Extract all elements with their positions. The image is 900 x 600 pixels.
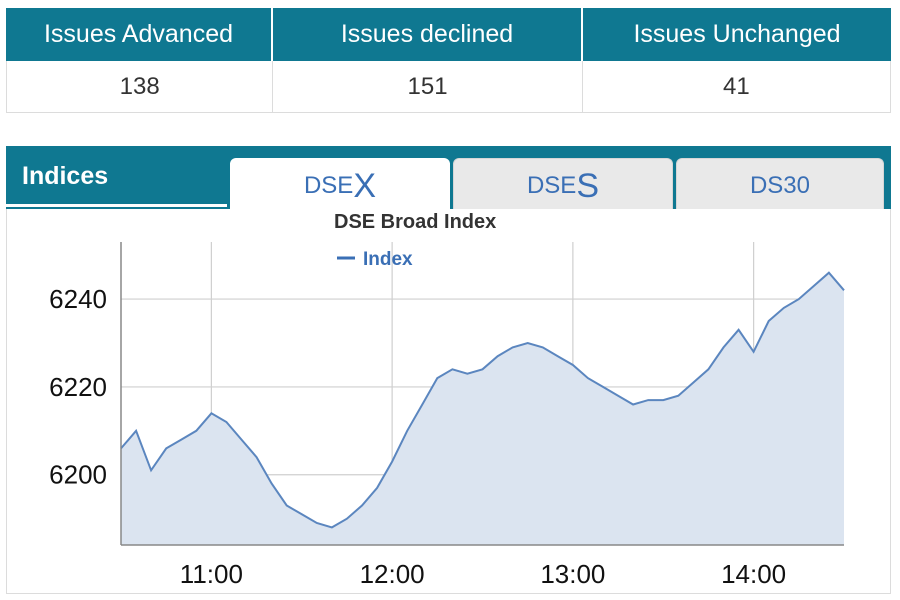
tab-dses-prefix: DSE [526,172,577,199]
tab-ds30[interactable]: DS30 [676,158,884,213]
legend-index-label: Index [363,249,413,270]
tab-dsex[interactable]: DSE X [230,158,450,214]
indices-title-underline [6,204,227,207]
tab-dsex-suffix: X [353,166,377,205]
tab-dsex-prefix: DSE [303,172,354,199]
y-tick-label: 6240 [49,284,107,314]
value-issues-declined: 151 [273,61,583,112]
value-issues-advanced: 138 [7,61,274,112]
tab-dses[interactable]: DSE S [453,158,673,213]
summary-header-row: Issues Advanced Issues declined Issues U… [6,8,891,61]
y-tick-label: 6200 [49,460,107,490]
market-summary-table: Issues Advanced Issues declined Issues U… [6,8,891,113]
index-area-fill [121,272,844,545]
indices-panel: Indices DSE X DSE S DS30 6200 6220 6240 11:00… [6,146,891,594]
header-issues-unchanged: Issues Unchanged [633,20,841,48]
x-tick-label: 12:00 [360,559,425,589]
x-tick-label: 13:00 [540,559,605,589]
chart-axes: 6200 6220 6240 11:00 12:00 13:00 14:00 [49,242,844,589]
summary-value-row: 138 151 41 [6,61,891,113]
index-series-line [120,271,845,529]
chart-container: 6200 6220 6240 11:00 12:00 13:00 14:00 DSE Bro… [6,209,891,594]
indices-title: Indices [22,162,109,190]
x-tick-label: 14:00 [721,559,786,589]
header-issues-advanced: Issues Advanced [6,8,273,61]
header-issues-declined: Issues declined [273,8,583,61]
chart-legend[interactable]: Index [337,249,413,270]
chart-title: DSE Broad Index [334,211,496,233]
tab-ds30-label: DS30 [749,172,811,199]
x-tick-label: 11:00 [180,559,243,589]
tab-dses-suffix: S [576,166,600,205]
value-issues-unchanged: 41 [722,72,750,100]
dse-broad-index-chart: 6200 6220 6240 11:00 12:00 13:00 14:00 DSE Bro… [49,211,845,589]
y-tick-label: 6220 [49,372,107,402]
